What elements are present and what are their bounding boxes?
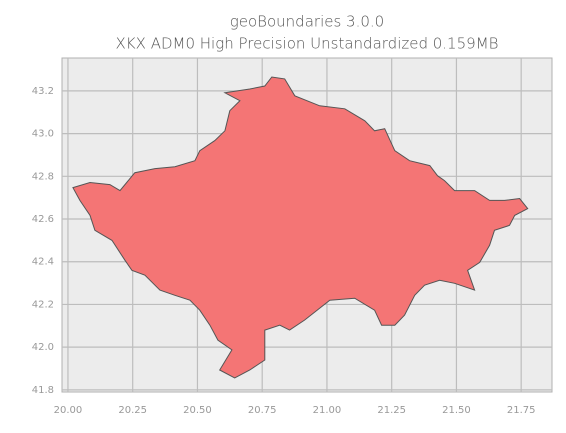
y-tick-label: 42.2: [32, 299, 54, 310]
y-tick-label: 42.8: [32, 171, 54, 182]
x-tick-label: 21.75: [507, 405, 536, 416]
x-tick-label: 21.25: [377, 405, 406, 416]
y-tick-label: 42.0: [32, 342, 54, 353]
y-tick-label: 41.8: [32, 385, 54, 396]
chart-title: geoBoundaries 3.0.0: [230, 13, 384, 31]
x-tick-label: 21.00: [313, 405, 342, 416]
x-tick-label: 20.50: [183, 405, 212, 416]
x-tick-label: 20.25: [118, 405, 147, 416]
y-tick-label: 42.6: [32, 214, 54, 225]
x-tick-label: 20.75: [248, 405, 277, 416]
y-tick-label: 43.0: [32, 129, 54, 140]
y-tick-label: 42.4: [32, 257, 54, 268]
y-tick-label: 43.2: [32, 86, 54, 97]
chart-subtitle: XKX ADM0 High Precision Unstandardized 0…: [116, 35, 499, 53]
region-boundary: [72, 76, 529, 379]
x-tick-label: 21.50: [442, 405, 471, 416]
x-tick-label: 20.00: [54, 405, 83, 416]
